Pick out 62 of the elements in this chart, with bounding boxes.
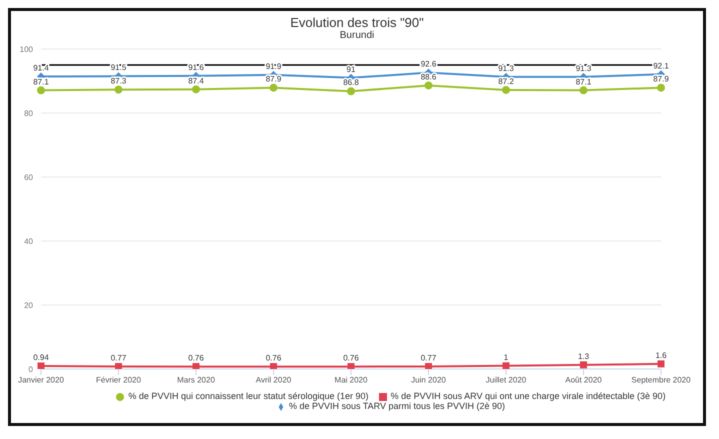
y-tick-label: 100 [20, 44, 34, 54]
x-tick-label: Mai 2020 [334, 376, 368, 385]
point [114, 86, 122, 94]
x-tick-label: Mars 2020 [177, 376, 216, 385]
x-tick-label: Juillet 2020 [486, 376, 527, 385]
data-label: 0.77 [420, 354, 437, 363]
point [37, 86, 45, 94]
point [192, 85, 200, 94]
data-label: 88.6 [420, 72, 437, 82]
legend-label: % de PVVIH sous TARV parmi tous les PVVIH (2è 90) [288, 401, 506, 411]
point [347, 87, 355, 96]
data-label: 92.1 [653, 61, 670, 70]
y-tick-label: 0 [28, 364, 34, 374]
point [38, 362, 44, 369]
point [424, 81, 432, 90]
data-label: 86.8 [343, 78, 360, 88]
legend-label: % de PVVIH sous ARV qui ont une charge virale indétectable (3è 90) [390, 391, 666, 401]
y-tick-label: 40 [24, 236, 34, 246]
data-label: 87.3 [110, 76, 127, 86]
point [502, 362, 510, 369]
y-tick-label: 80 [24, 108, 34, 118]
data-label: 87.9 [266, 74, 282, 84]
data-label: 1 [504, 352, 509, 362]
data-label: 91.5 [110, 63, 127, 72]
data-label: 91.3 [576, 64, 592, 73]
point [192, 363, 200, 369]
data-label: 0.76 [343, 354, 360, 363]
x-tick-label: Juin 2020 [411, 376, 446, 385]
x-tick-label: Février 2020 [96, 376, 142, 385]
x-tick-label: Avril 2020 [256, 376, 292, 385]
x-tick-label: Septembre 2020 [631, 376, 692, 385]
data-label: 87.9 [653, 74, 670, 84]
point [658, 360, 664, 368]
data-label: 91 [346, 64, 356, 74]
point [502, 86, 510, 94]
data-label: 87.4 [188, 76, 204, 86]
point [115, 363, 122, 369]
data-label: 91.4 [33, 64, 50, 73]
chart-title: Evolution des trois "90" [289, 15, 425, 30]
data-label: 0.76 [266, 354, 282, 363]
point [425, 363, 432, 369]
data-label: 91.3 [498, 64, 514, 73]
data-label: 0.76 [188, 354, 204, 363]
x-tick-label: Janvier 2020 [18, 376, 64, 385]
y-tick-label: 20 [24, 300, 34, 310]
x-tick-label: Août 2020 [565, 376, 602, 385]
data-label: 87.2 [498, 76, 514, 86]
point [348, 363, 354, 369]
data-label: 87.1 [576, 77, 592, 86]
point [580, 86, 588, 94]
data-label: 87.1 [33, 77, 50, 86]
data-label: 1.3 [578, 352, 590, 361]
chart-subtitle: Burundi [338, 30, 376, 41]
data-label: 0.94 [33, 352, 50, 362]
point [270, 363, 277, 369]
y-tick-label: 60 [24, 172, 34, 182]
data-label: 1.6 [655, 350, 668, 360]
data-label: 0.77 [110, 354, 127, 363]
legend-label: % de PVVIH qui connaissent leur statut sérologique (1er 90) [128, 391, 369, 401]
point [270, 84, 278, 92]
point [657, 84, 665, 92]
point [580, 361, 587, 368]
